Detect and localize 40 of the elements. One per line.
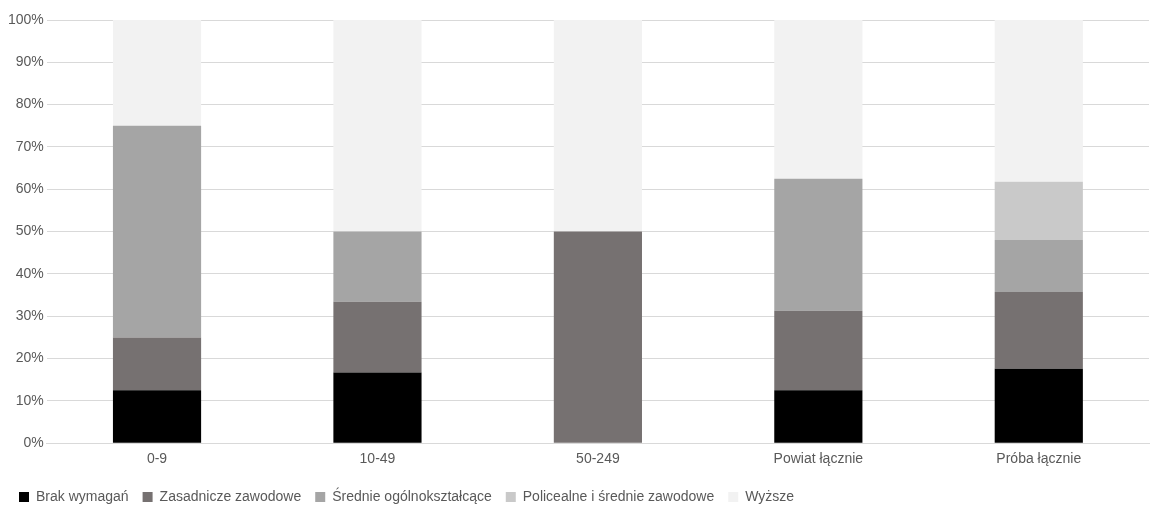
x-tick-label: Powiat łącznie [773,450,864,467]
y-tick-label: 10% [15,391,44,408]
bar [333,301,422,373]
y-tick-label: 50% [15,222,44,239]
y-tick-label: 80% [15,95,44,112]
x-tick-label: 0-9 [146,450,168,467]
y-tick-label: 70% [15,137,44,154]
bar [553,20,642,232]
legend-label: Brak wymagań [36,487,129,504]
bar [774,310,863,391]
bar [994,368,1083,443]
legend-label: Policealne i średnie zawodowe [522,487,715,504]
x-tick-label: 10-49 [359,450,396,467]
x-tick-label: 50-249 [576,450,620,467]
bar [994,292,1083,369]
bar [333,20,422,232]
bar [333,372,422,443]
bar [333,231,422,302]
bar [112,337,202,391]
legend-label: Zasadnicze zawodowe [159,487,302,504]
y-tick-label: 0% [23,434,44,451]
bar [774,20,863,179]
y-tick-label: 90% [15,53,44,70]
bar [112,20,202,126]
bar [774,390,863,443]
bar [994,240,1083,293]
bar [553,231,642,443]
bar [112,125,202,338]
bar [774,178,863,311]
legend-label: Średnie ogólnokształcące [332,486,492,504]
y-tick-label: 100% [7,10,44,27]
legend-label: Wyższe [745,487,795,504]
y-tick-label: 20% [15,349,44,366]
bar [994,181,1083,241]
bar [112,390,202,443]
y-tick-label: 30% [15,307,44,324]
y-tick-label: 60% [15,180,44,197]
y-tick-label: 40% [15,264,44,281]
bar [994,20,1083,182]
x-tick-label: Próba łącznie [996,450,1082,467]
